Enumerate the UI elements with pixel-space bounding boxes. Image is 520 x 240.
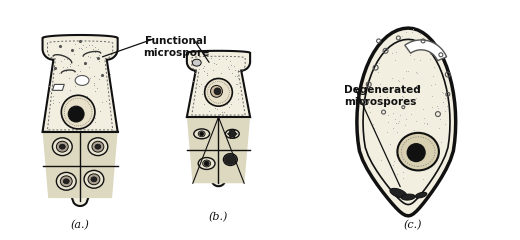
Ellipse shape (88, 138, 108, 156)
Ellipse shape (68, 106, 84, 122)
Text: (a.): (a.) (71, 220, 89, 230)
Polygon shape (227, 130, 237, 138)
Ellipse shape (56, 141, 68, 152)
Polygon shape (43, 35, 118, 206)
Text: Degenerated
microspores: Degenerated microspores (344, 85, 421, 107)
Ellipse shape (63, 179, 69, 184)
Ellipse shape (229, 131, 236, 137)
Ellipse shape (88, 174, 100, 185)
Ellipse shape (200, 132, 204, 136)
Polygon shape (415, 192, 427, 198)
Ellipse shape (198, 131, 205, 137)
Ellipse shape (56, 172, 76, 190)
Ellipse shape (230, 132, 235, 136)
Polygon shape (357, 28, 456, 216)
Polygon shape (53, 84, 64, 90)
Ellipse shape (61, 95, 95, 129)
Ellipse shape (198, 158, 215, 169)
Ellipse shape (211, 85, 223, 97)
Text: (c.): (c.) (404, 220, 422, 230)
Ellipse shape (225, 155, 236, 164)
Ellipse shape (204, 161, 209, 166)
Polygon shape (401, 194, 415, 200)
Ellipse shape (214, 88, 221, 95)
Polygon shape (187, 51, 250, 186)
Ellipse shape (194, 129, 210, 139)
Text: (b.): (b.) (209, 212, 228, 222)
Ellipse shape (59, 144, 66, 149)
Ellipse shape (192, 59, 201, 66)
Ellipse shape (407, 144, 425, 162)
Ellipse shape (225, 129, 239, 138)
Ellipse shape (203, 160, 211, 167)
Polygon shape (43, 132, 118, 198)
Ellipse shape (91, 177, 97, 182)
Ellipse shape (397, 133, 439, 170)
Ellipse shape (92, 141, 104, 152)
Polygon shape (187, 117, 250, 183)
Polygon shape (390, 188, 407, 198)
Ellipse shape (224, 154, 237, 165)
Ellipse shape (84, 170, 104, 188)
Ellipse shape (53, 138, 72, 156)
Ellipse shape (60, 176, 72, 187)
Ellipse shape (75, 76, 89, 85)
Ellipse shape (95, 144, 101, 149)
Text: Functional
microspore: Functional microspore (143, 36, 209, 58)
Polygon shape (405, 40, 447, 61)
Ellipse shape (205, 78, 232, 106)
